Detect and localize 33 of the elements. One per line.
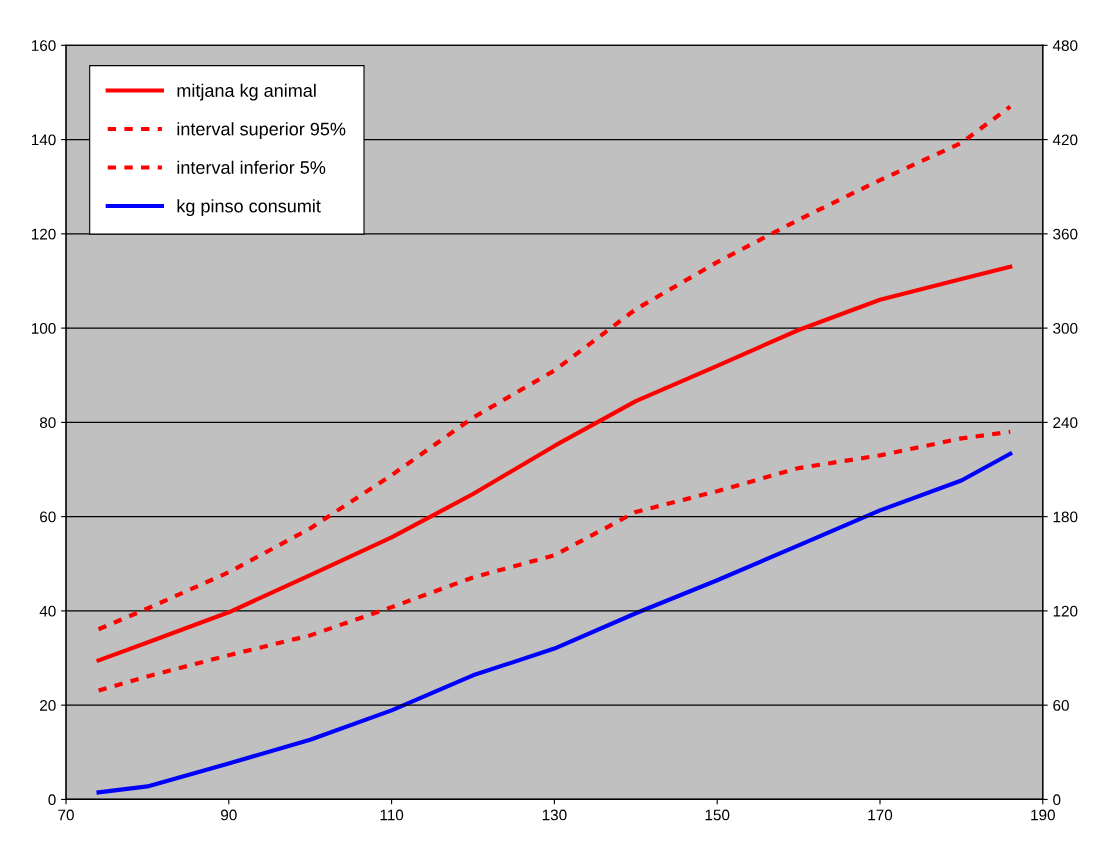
y2-tick-label: 420: [1052, 134, 1078, 146]
y2-tick-label: 240: [1053, 417, 1078, 429]
y-tick-label: 80: [39, 417, 56, 429]
legend-label: kg pinso consumit: [177, 199, 321, 217]
y-tick-label: 60: [40, 511, 56, 523]
y2-tick-label: 360: [1053, 228, 1078, 240]
y-tick-label: 140: [31, 134, 56, 146]
x-tick-label: 150: [705, 809, 730, 821]
line-series: [96, 104, 1013, 632]
y-tick-label: 160: [31, 40, 56, 51]
x-tick-label: 90: [221, 809, 237, 821]
y2-tick-label: 180: [1053, 511, 1078, 523]
y2-tick-label: 300: [1053, 322, 1078, 334]
y-tick-label: 20: [40, 700, 56, 711]
y-tick-label: 100: [31, 322, 56, 334]
y-tick-label: 0: [48, 794, 56, 806]
x-tick-label: 190: [1031, 809, 1055, 821]
y2-tick-label: 60: [1053, 700, 1069, 711]
x-tick-label: 110: [380, 809, 404, 821]
y2-tick-label: 120: [1053, 605, 1078, 617]
legend-label: interval inferior 5%: [177, 160, 326, 174]
y-tick-label: 120: [31, 228, 56, 240]
y2-tick-label: 0: [1053, 794, 1061, 806]
x-tick-label: 70: [58, 809, 74, 821]
legend-label: interval superior 95%: [177, 122, 346, 140]
y2-tick-label: 480: [1052, 40, 1078, 51]
line-series: [96, 429, 1013, 693]
line-series: [96, 264, 1013, 663]
legend-label: mitjana kg animal: [177, 83, 316, 101]
y-tick-label: 40: [39, 605, 56, 617]
x-tick-label: 130: [542, 809, 567, 821]
x-tick-label: 170: [868, 809, 893, 821]
line-series: [96, 451, 1013, 795]
